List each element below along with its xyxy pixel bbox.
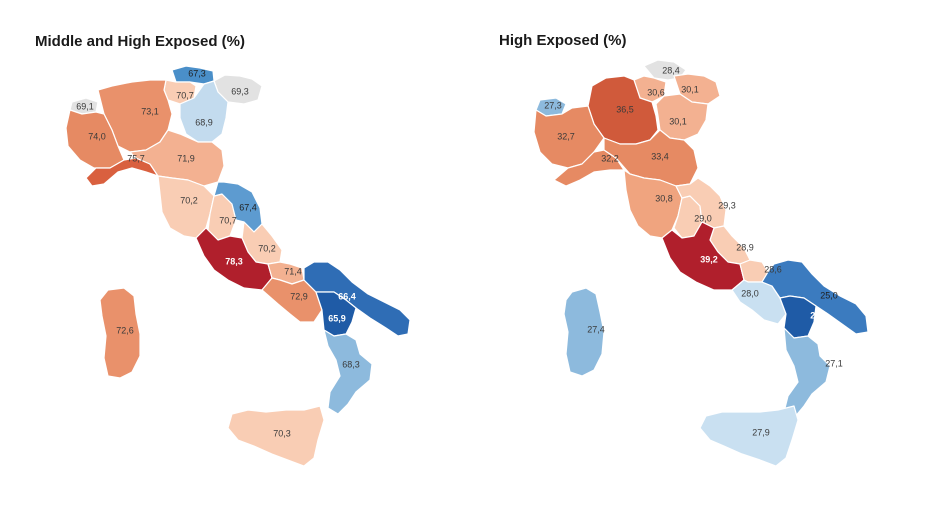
region-value-label: 33,4	[651, 151, 669, 161]
region-basilicata	[779, 295, 817, 339]
region-value-label: 30,1	[681, 84, 699, 94]
region-labels: 28,4 30,6 30,1 27,3 36,5 30,1 32,7 32,2 …	[544, 65, 843, 437]
region-value-label: 65,9	[328, 313, 346, 323]
region-value-label: 75,7	[127, 153, 145, 163]
map-panel-middle-high: Middle and High Exposed (%) 6	[0, 0, 470, 531]
region-tuscany	[623, 169, 683, 239]
region-value-label: 70,2	[258, 243, 276, 253]
region-value-label: 27,4	[587, 324, 605, 334]
map-panel-high: High Exposed (%) 28,4 3	[470, 0, 949, 531]
region-value-label: 36,5	[616, 104, 634, 114]
region-value-label: 30,8	[655, 193, 673, 203]
region-value-label: 70,7	[176, 90, 194, 100]
region-value-label: 67,4	[239, 202, 257, 212]
region-value-label: 78,3	[225, 256, 243, 266]
region-value-label: 39,2	[700, 254, 718, 264]
region-veneto	[179, 80, 229, 143]
italy-map: 67,3 70,7 69,3 69,1 73,1 68,9 74,0 75,7 …	[65, 65, 411, 467]
region-value-label: 29,3	[718, 200, 736, 210]
region-value-label: 25,0	[820, 290, 838, 300]
region-liguria	[553, 149, 625, 187]
region-calabria	[323, 329, 373, 415]
region-value-label: 67,3	[188, 68, 206, 78]
region-labels: 67,3 70,7 69,3 69,1 73,1 68,9 74,0 75,7 …	[76, 68, 360, 438]
region-value-label: 66,4	[338, 291, 356, 301]
region-value-label: 28,0	[741, 288, 759, 298]
map-title: High Exposed (%)	[499, 32, 627, 49]
region-piedmont	[533, 105, 605, 169]
region-value-label: 28,4	[662, 65, 680, 75]
region-lazio	[661, 221, 745, 291]
region-value-label: 29,0	[694, 213, 712, 223]
region-value-label: 72,9	[290, 291, 308, 301]
region-value-label: 69,3	[231, 86, 249, 96]
region-value-label: 69,1	[76, 101, 94, 111]
region-value-label: 27,9	[752, 427, 770, 437]
region-value-label: 70,7	[219, 215, 237, 225]
region-value-label: 68,9	[195, 117, 213, 127]
region-value-label: 71,4	[284, 266, 302, 276]
region-value-label: 74,0	[88, 131, 106, 141]
region-value-label: 32,7	[557, 131, 575, 141]
region-sardinia	[563, 287, 605, 377]
region-calabria	[783, 327, 831, 419]
region-value-label: 68,3	[342, 359, 360, 369]
italy-map: 28,4 30,6 30,1 27,3 36,5 30,1 32,7 32,2 …	[533, 59, 869, 467]
region-value-label: 28,6	[764, 264, 782, 274]
region-value-label: 30,1	[669, 116, 687, 126]
region-sicily	[699, 405, 799, 467]
region-veneto	[655, 93, 709, 141]
region-sardinia	[99, 287, 141, 379]
region-value-label: 70,2	[180, 195, 198, 205]
region-basilicata	[315, 291, 357, 337]
region-value-label: 71,9	[177, 153, 195, 163]
region-emilia-romagna	[603, 129, 699, 187]
region-value-label: 27,3	[544, 100, 562, 110]
region-value-label: 27,1	[825, 358, 843, 368]
region-value-label: 32,2	[601, 153, 619, 163]
region-emilia-romagna	[129, 129, 225, 187]
region-value-label: 73,1	[141, 106, 159, 116]
region-value-label: 72,6	[116, 325, 134, 335]
region-value-label: 70,3	[273, 428, 291, 438]
region-value-label: 30,6	[647, 87, 665, 97]
region-sicily	[227, 405, 325, 467]
region-value-label: 24,0	[810, 310, 828, 320]
region-value-label: 28,9	[736, 242, 754, 252]
map-title: Middle and High Exposed (%)	[35, 33, 246, 50]
